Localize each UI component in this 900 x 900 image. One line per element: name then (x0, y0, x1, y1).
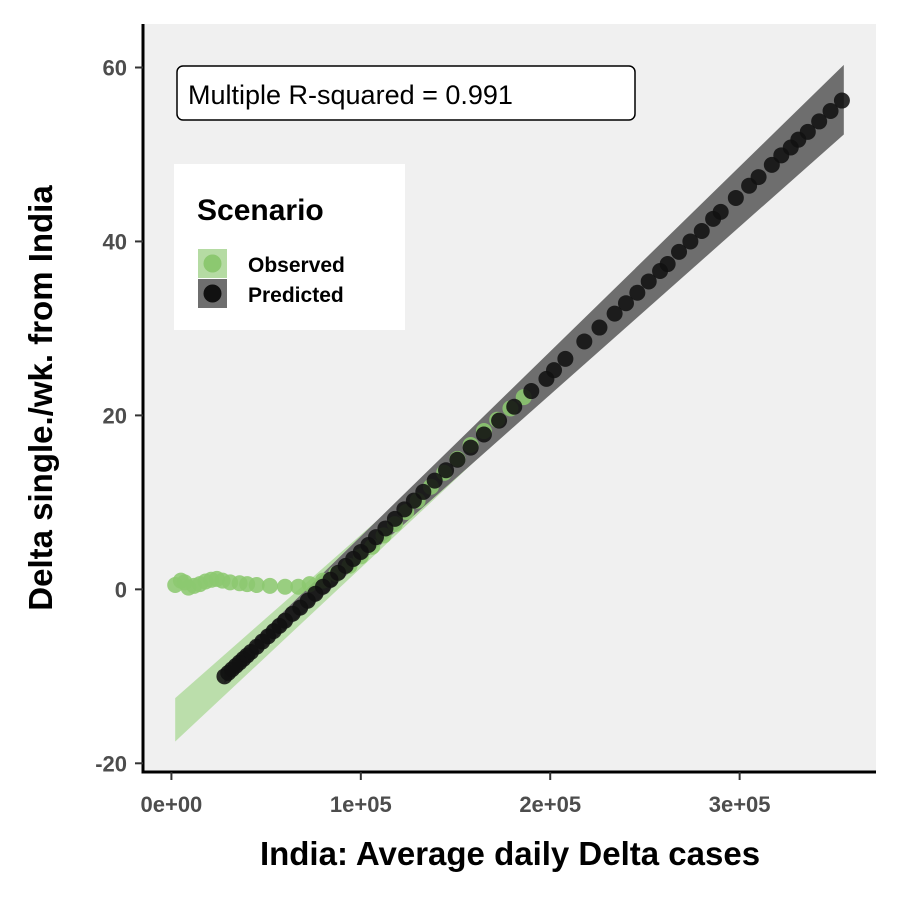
legend-label-predicted: Predicted (248, 284, 344, 307)
x-axis-ticks: 0e+00 1e+05 2e+05 3e+05 (141, 772, 771, 817)
x-tick-label: 0e+00 (141, 792, 203, 817)
point-predicted (462, 439, 479, 456)
legend-label-observed: Observed (248, 254, 345, 277)
x-tick-label: 1e+05 (330, 792, 392, 817)
point-predicted (629, 284, 646, 301)
y-tick-label: 40 (103, 229, 127, 254)
point-predicted (822, 102, 839, 119)
point-predicted (606, 305, 623, 322)
point-predicted (426, 472, 443, 489)
x-axis-title: India: Average daily Delta cases (260, 835, 760, 872)
point-predicted (506, 398, 523, 415)
point-predicted (833, 92, 850, 109)
point-predicted (523, 383, 540, 400)
legend-key-predicted-point (203, 284, 222, 303)
point-predicted (546, 362, 563, 379)
point-observed (248, 577, 265, 593)
y-tick-label: 60 (103, 55, 127, 80)
point-predicted (712, 203, 729, 220)
point-predicted (438, 462, 455, 479)
point-predicted (671, 243, 688, 260)
point-predicted (727, 189, 744, 206)
point-predicted (591, 319, 608, 336)
annotation-box (176, 65, 636, 121)
y-axis-ticks: -20 0 20 40 60 (95, 55, 143, 776)
point-predicted (449, 451, 466, 468)
x-tick-label: 3e+05 (709, 792, 771, 817)
annotation-text: Multiple R-squared = 0.991 (188, 80, 513, 110)
x-tick-label: 2e+05 (519, 792, 581, 817)
axes (141, 24, 876, 774)
y-tick-label: 0 (115, 577, 127, 602)
point-predicted (811, 113, 828, 130)
point-predicted (682, 233, 699, 250)
point-predicted (557, 350, 574, 367)
point-predicted (640, 273, 657, 290)
y-tick-label: -20 (95, 751, 127, 776)
legend: Scenario Observed Predicted (174, 164, 405, 330)
y-axis-title: Delta single./wk. from India (22, 185, 59, 611)
point-predicted (576, 333, 593, 350)
y-tick-label: 20 (103, 403, 127, 428)
point-predicted (750, 169, 767, 186)
point-predicted (475, 426, 492, 443)
point-observed (277, 578, 294, 595)
point-observed (261, 577, 278, 594)
point-predicted (415, 483, 432, 500)
r-squared-annotation: Multiple R-squared = 0.991 (176, 65, 636, 121)
point-predicted (491, 412, 508, 429)
legend-title: Scenario (197, 194, 324, 227)
point-predicted (659, 256, 676, 273)
point-predicted (799, 123, 816, 140)
data-points (167, 92, 850, 685)
point-predicted (693, 223, 710, 240)
legend-key-observed-point (203, 254, 222, 273)
point-predicted (617, 295, 634, 312)
